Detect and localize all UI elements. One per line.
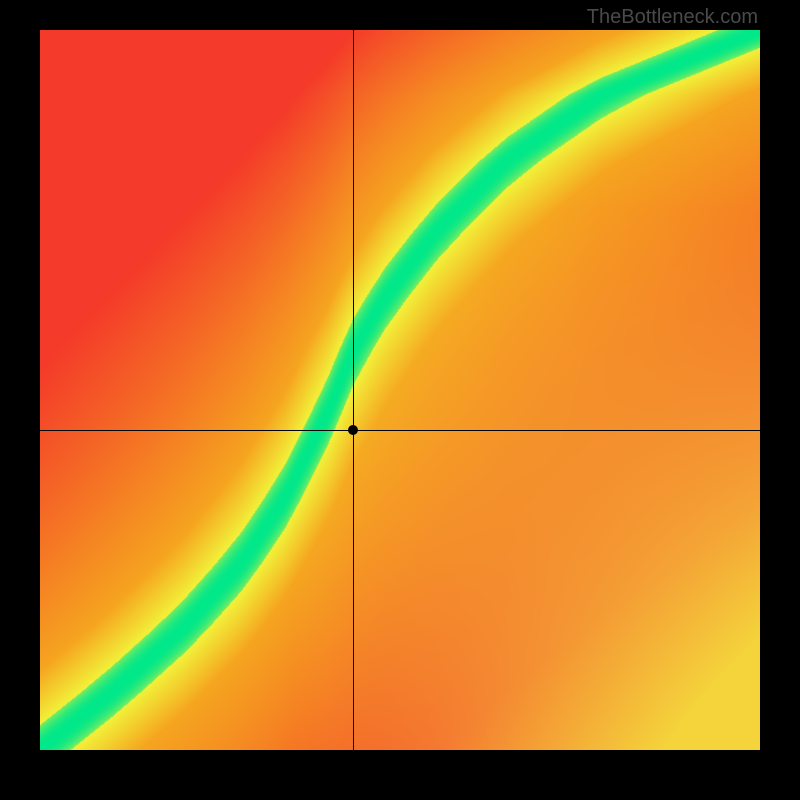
crosshair-marker xyxy=(348,425,358,435)
watermark-text: TheBottleneck.com xyxy=(587,6,758,29)
heatmap-canvas xyxy=(40,30,760,750)
crosshair-vertical xyxy=(353,30,354,750)
bottleneck-heatmap xyxy=(40,30,760,750)
crosshair-horizontal xyxy=(40,430,760,431)
